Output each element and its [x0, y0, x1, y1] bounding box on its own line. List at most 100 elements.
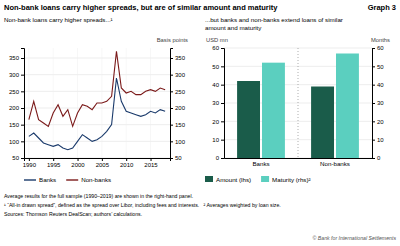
x-tick: 2000 [71, 158, 85, 168]
tick-mark [78, 158, 79, 161]
grid-line [150, 48, 151, 158]
tick-mark [372, 103, 375, 104]
y-tick: 150 [9, 122, 24, 128]
grid-line [126, 48, 127, 158]
axis-line [221, 49, 225, 159]
y-tick: 20 [212, 119, 224, 125]
tick-mark [372, 85, 375, 86]
y2-tick: 350 [170, 55, 186, 61]
y-tick: 200 [9, 105, 24, 111]
x-tick: 2010 [120, 158, 134, 168]
x-axis: 1990 1995 2000 2005 2010 2015 [23, 158, 171, 168]
tick-mark [221, 66, 224, 67]
tick-mark [29, 158, 30, 161]
tick-label: 2005 [96, 162, 110, 168]
subtitle: ...but banks and non-banks extend loans … [205, 16, 343, 31]
tick-label: 150 [9, 122, 20, 128]
grid [24, 48, 170, 158]
grid-line [24, 141, 170, 142]
tick-label: 20 [377, 119, 384, 125]
y2-tick: 10 [372, 137, 384, 143]
tick-label: 350 [9, 55, 20, 61]
grid-line [24, 108, 170, 109]
legend: BanksNon-banks [24, 176, 111, 183]
tick-label: 250 [9, 89, 20, 95]
x-tick: Banks [252, 158, 269, 167]
tick-mark [21, 58, 24, 59]
y2-axis: 50100150200250300350 [170, 49, 186, 162]
tick-label: 30 [377, 100, 384, 106]
tick-label: 250 [175, 89, 186, 95]
bar [336, 54, 359, 159]
y-axis: 50100150200250300350 [9, 49, 25, 162]
tick-label: 150 [175, 122, 186, 128]
tick-label: 0 [377, 155, 381, 161]
y-tick: 30 [212, 100, 224, 106]
tick-mark [221, 121, 224, 122]
footnote: Average results for the full sample (199… [4, 193, 193, 199]
tick-mark [21, 108, 24, 109]
x-tick: 2015 [144, 158, 158, 168]
tick-mark [21, 91, 24, 92]
grid-line [24, 74, 170, 75]
tick-mark [21, 125, 24, 126]
grid [224, 48, 372, 158]
tick-label: 50 [12, 155, 19, 161]
tick-mark [170, 75, 173, 76]
tick-mark [170, 125, 173, 126]
y2-tick: 40 [372, 82, 384, 88]
legend-item: Maturity (rhs)² [261, 176, 311, 183]
grid-line [28, 48, 29, 158]
tick-label: 1995 [47, 162, 61, 168]
tick-mark [21, 141, 24, 142]
separator [298, 48, 299, 158]
tick-mark [372, 121, 375, 122]
tick-label: Banks [252, 160, 269, 167]
tick-label: 300 [9, 72, 20, 78]
tick-mark [372, 66, 375, 67]
x-tick: 2005 [96, 158, 110, 168]
tick-label: 20 [212, 119, 219, 125]
bar [311, 87, 334, 159]
tick-label: 200 [9, 105, 20, 111]
subtitle-line: amount and maturity [205, 24, 262, 31]
graph-label: Graph 3 [368, 3, 396, 12]
tick-mark [102, 158, 103, 161]
legend-label: Maturity (rhs)² [272, 176, 311, 183]
y-tick: 50 [212, 64, 224, 70]
y2-tick: 150 [170, 122, 186, 128]
axis-line [373, 49, 376, 159]
chart: Non-bank loans carry higher spreads, but… [0, 0, 400, 246]
subtitle-line: ...but banks and non-banks extend loans … [205, 16, 343, 23]
legend: Amount (lhs) Maturity (rhs)² [205, 176, 311, 183]
footnote: ¹ “All-in drawn spread”, defined as the … [4, 202, 281, 208]
tick-mark [126, 158, 127, 161]
y-tick: 0 [216, 155, 224, 161]
tick-label: Non-banks [320, 160, 350, 167]
tick-mark [53, 158, 54, 161]
bar [237, 81, 260, 158]
tick-label: 100 [175, 139, 186, 145]
y-tick: 350 [9, 55, 24, 61]
tick-mark [21, 75, 24, 76]
axis-line [21, 49, 25, 159]
x-tick: 1990 [23, 158, 37, 168]
legend-swatch [261, 176, 269, 182]
legend-item: Non-banks [66, 176, 111, 183]
tick-label: 10 [377, 137, 384, 143]
axis-line [171, 49, 174, 159]
axis-line [25, 159, 171, 162]
tick-mark [372, 48, 375, 49]
tick-mark [221, 48, 224, 49]
y2-tick: 300 [170, 72, 186, 78]
y2-axis-label: Months [371, 37, 390, 43]
y-tick: 250 [9, 89, 24, 95]
y2-tick: 250 [170, 89, 186, 95]
y2-tick: 0 [372, 155, 381, 161]
tick-mark [170, 91, 173, 92]
tick-label: 50 [212, 64, 219, 70]
legend-swatch [24, 179, 36, 180]
y2-tick: 100 [170, 139, 186, 145]
y-tick: 40 [212, 82, 224, 88]
legend-label: Amount (lhs) [216, 176, 251, 183]
